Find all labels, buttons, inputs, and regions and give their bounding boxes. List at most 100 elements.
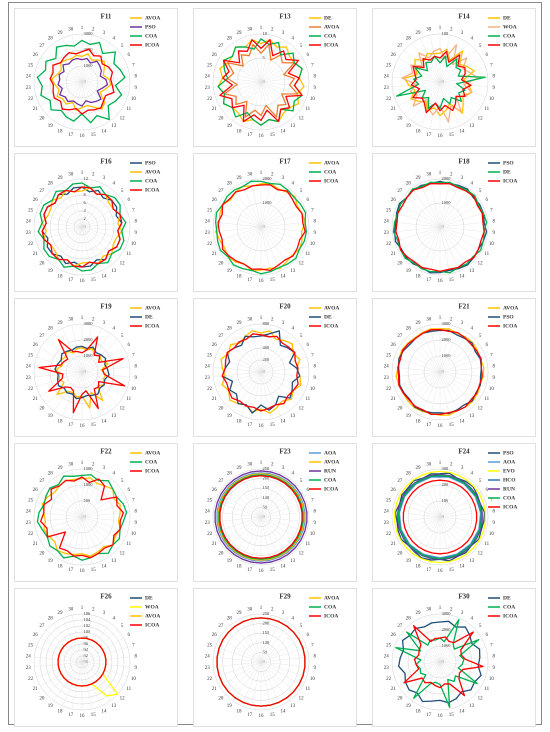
spoke <box>439 325 451 373</box>
category-label: 26 <box>33 53 39 58</box>
category-label: 18 <box>237 274 243 279</box>
category-label: 30 <box>426 172 432 177</box>
category-label: 12 <box>299 696 305 701</box>
spoke <box>219 347 262 373</box>
category-label: 11 <box>484 107 489 112</box>
spoke <box>260 371 290 411</box>
spoke <box>260 347 303 373</box>
r-tick-label: 100 <box>442 498 450 503</box>
category-label: 21 <box>33 687 39 692</box>
panel: F230501001502002501234567891011121314151… <box>193 443 357 582</box>
r-tick-label: 150 <box>263 485 271 490</box>
category-label: 4 <box>291 326 294 331</box>
legend-label: ICOA <box>145 622 159 628</box>
category-label: 2 <box>92 607 95 612</box>
legend-label: ICOA <box>145 42 159 48</box>
category-label: 24 <box>205 364 211 369</box>
r-tick-label: 250 <box>263 611 271 616</box>
spoke <box>439 646 486 663</box>
category-label: 17 <box>68 713 74 718</box>
category-label: 8 <box>492 509 495 514</box>
spoke <box>81 57 124 83</box>
spoke <box>394 516 441 533</box>
r-tick-label: 2000 <box>442 627 452 632</box>
category-label: 17 <box>426 133 432 138</box>
r-tick-label: 300 <box>442 466 450 471</box>
spoke <box>394 661 441 678</box>
category-label: 13 <box>111 269 117 274</box>
series-line <box>219 39 303 123</box>
category-label: 1 <box>260 26 263 31</box>
panel-border <box>14 8 178 147</box>
spoke <box>81 516 118 550</box>
category-label: 17 <box>426 423 432 428</box>
spoke <box>439 328 460 373</box>
r-tick-label: 6 <box>84 200 87 205</box>
category-label: 29 <box>416 466 422 471</box>
spoke <box>250 615 262 663</box>
r-tick-label: 2000 <box>442 176 452 181</box>
category-label: 2 <box>450 607 453 612</box>
category-label: 19 <box>48 704 54 709</box>
category-label: 27 <box>397 44 403 49</box>
spoke <box>34 516 83 523</box>
category-label: 28 <box>227 181 233 186</box>
spoke <box>411 371 441 411</box>
legend-label: DE <box>145 314 153 320</box>
category-label: 1 <box>260 606 263 611</box>
category-label: 21 <box>391 542 397 547</box>
category-label: 19 <box>406 124 412 129</box>
category-label: 30 <box>426 462 432 467</box>
legend-label: ICOA <box>324 486 338 492</box>
category-label: 9 <box>313 86 316 91</box>
spoke <box>260 629 297 663</box>
spoke <box>439 66 486 83</box>
spoke <box>260 492 303 518</box>
spoke <box>260 226 303 252</box>
r-tick-label: 200 <box>263 476 271 481</box>
category-label: 11 <box>305 107 310 112</box>
r-tick-label: 1000 <box>84 63 94 68</box>
category-label: 25 <box>386 353 392 358</box>
legend-label: COA <box>324 477 336 483</box>
spoke <box>420 183 441 228</box>
spoke <box>439 226 486 243</box>
category-label: 28 <box>406 326 412 331</box>
spoke <box>260 661 272 709</box>
category-label: 30 <box>68 462 74 467</box>
r-tick-label: 100 <box>442 31 450 36</box>
spoke <box>439 516 460 561</box>
spoke <box>260 516 309 523</box>
category-label: 30 <box>426 317 432 322</box>
category-label: 4 <box>112 616 115 621</box>
category-label: 14 <box>101 564 107 569</box>
r-tick-label: 1000 <box>84 482 94 487</box>
r-tick-label: 3000 <box>442 611 452 616</box>
series-line <box>57 57 109 107</box>
category-label: 8 <box>313 219 316 224</box>
category-label: 13 <box>469 704 475 709</box>
spoke <box>260 637 303 663</box>
category-label: 27 <box>218 334 224 339</box>
spoke <box>260 516 281 561</box>
spoke <box>81 484 118 518</box>
r-tick-label: 500 <box>84 498 92 503</box>
category-label: 12 <box>120 261 126 266</box>
category-label: 16 <box>80 714 86 719</box>
category-label: 30 <box>247 172 253 177</box>
category-label: 22 <box>207 532 213 537</box>
category-label: 9 <box>492 521 495 526</box>
r-tick-label: 150 <box>263 630 271 635</box>
category-label: 19 <box>227 269 233 274</box>
category-label: 12 <box>120 116 126 121</box>
category-label: 3 <box>461 466 464 471</box>
category-label: 29 <box>416 31 422 36</box>
category-label: 26 <box>212 198 218 203</box>
legend-label: PSO <box>503 450 514 456</box>
spoke <box>71 470 83 518</box>
category-label: 7 <box>132 498 135 503</box>
series-line <box>402 479 478 555</box>
legend-label: ICOA <box>145 468 159 474</box>
category-label: 5 <box>300 479 303 484</box>
category-label: 13 <box>111 704 117 709</box>
